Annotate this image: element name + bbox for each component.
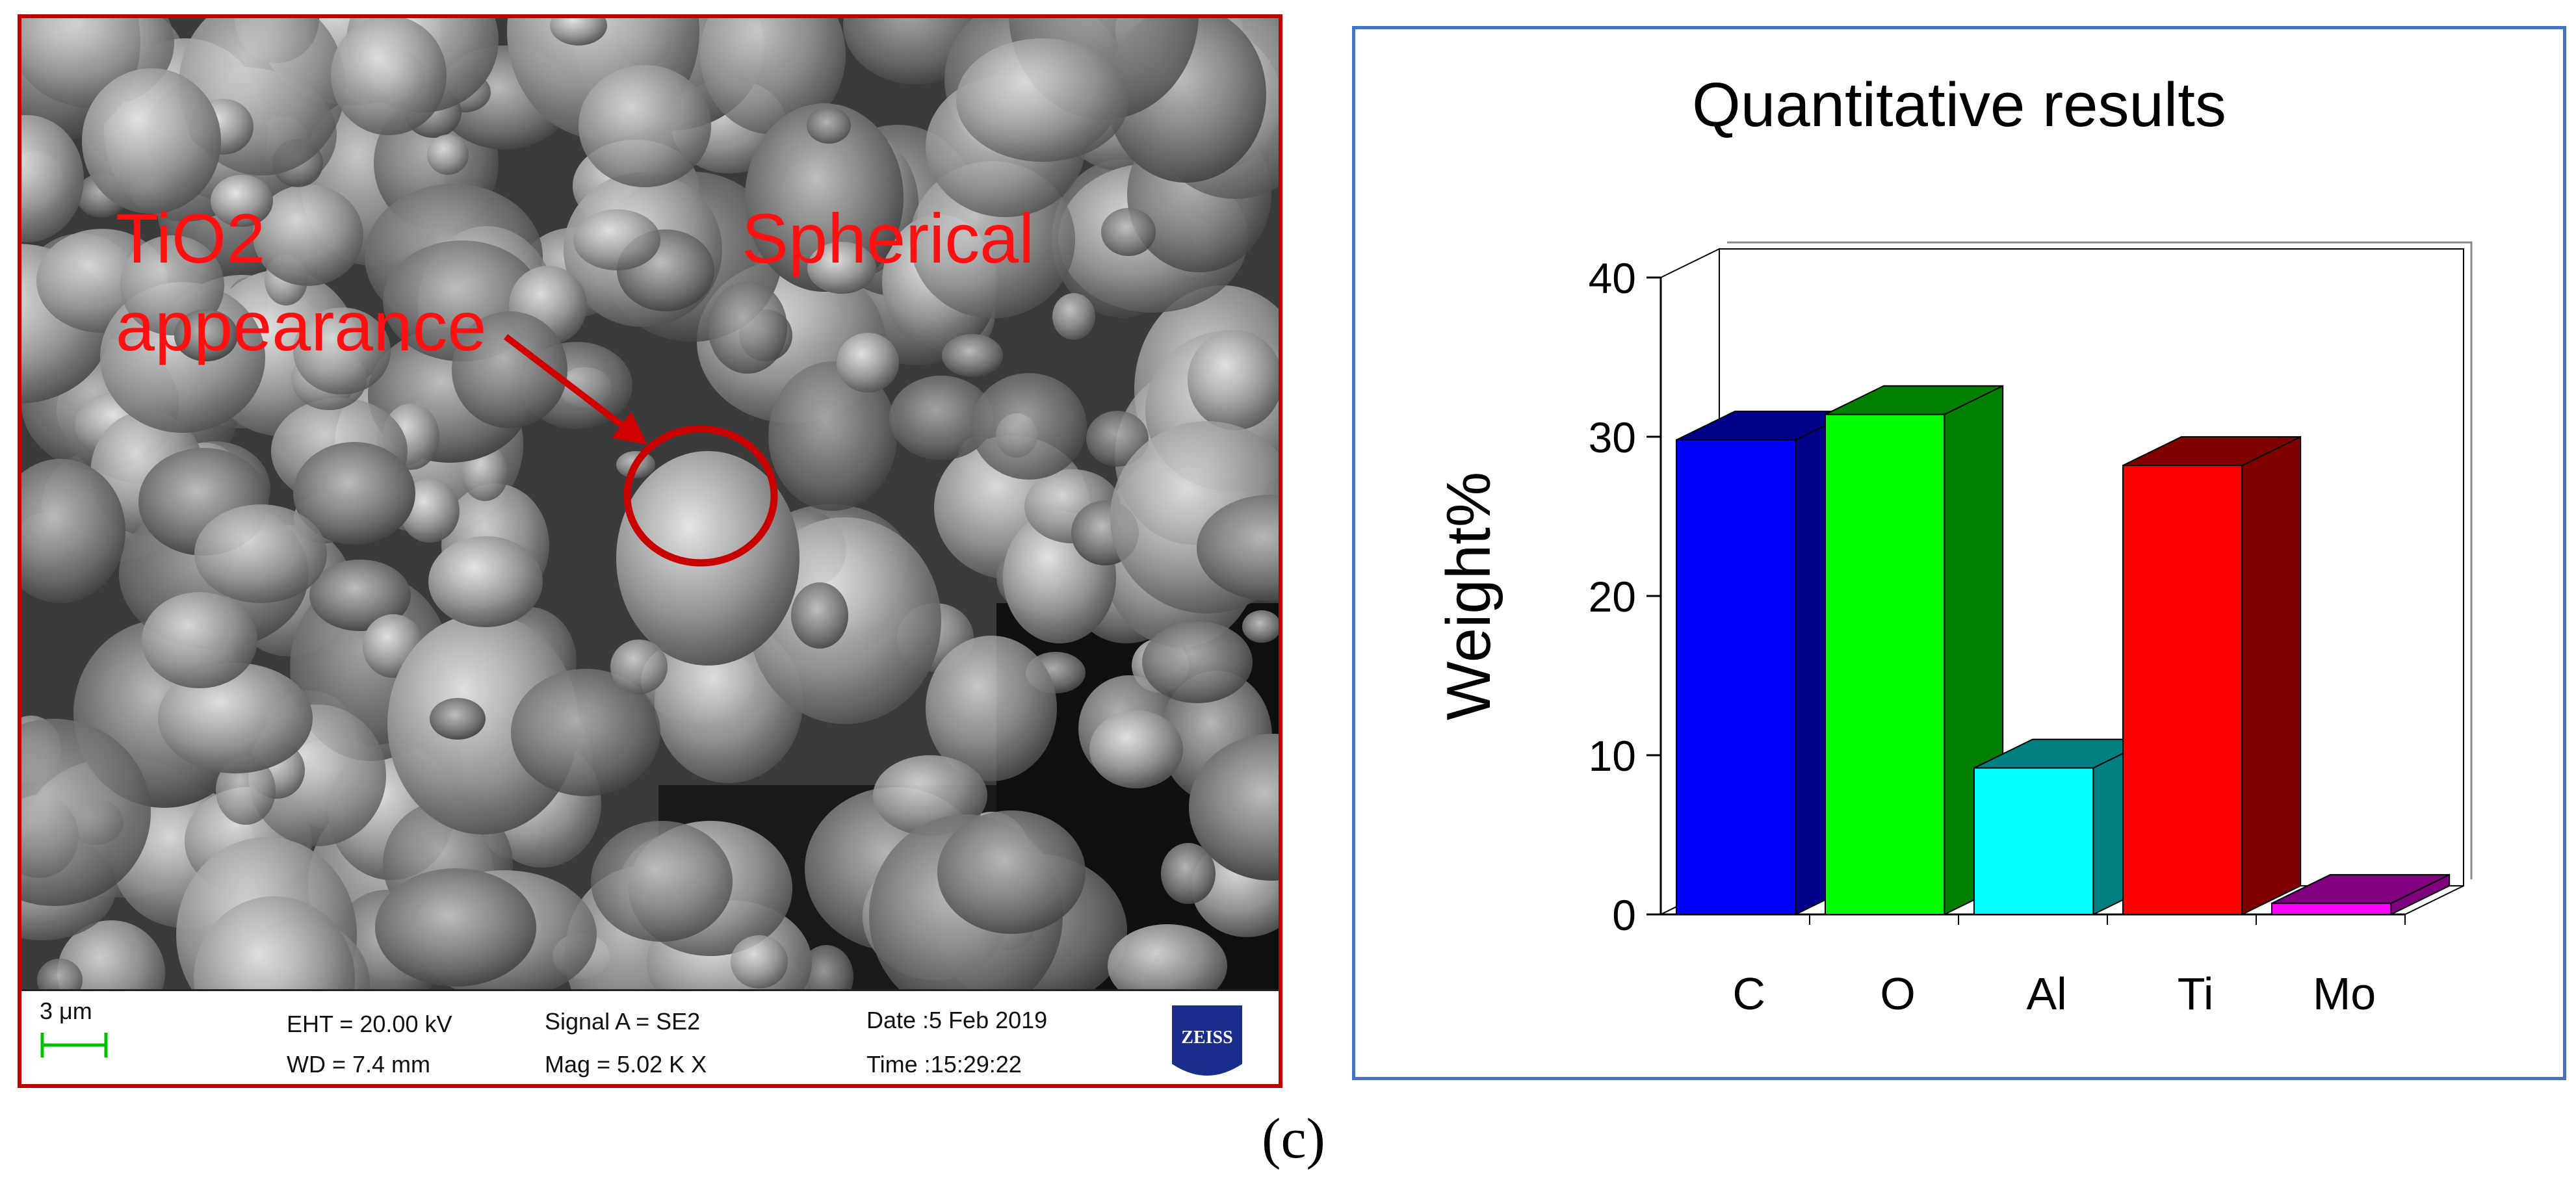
- sem-particle: [452, 311, 567, 428]
- sem-particle: [21, 459, 125, 603]
- annotation-arrow: [503, 334, 647, 445]
- sem-particle: [708, 281, 787, 374]
- sem-particle: [82, 68, 221, 214]
- sem-particle: [211, 175, 273, 227]
- sem-particle: [142, 592, 257, 688]
- sem-particle: [158, 663, 313, 773]
- sem-particle: [591, 821, 733, 942]
- sem-particle: [937, 810, 1086, 934]
- annotation-tio2: TiO2: [116, 199, 266, 278]
- sem-particle: [57, 920, 165, 989]
- sem-particle: [37, 959, 83, 989]
- sem-particle: [573, 209, 660, 270]
- sem-particle: [293, 442, 415, 545]
- bar-side-Ti: [2241, 435, 2302, 916]
- sem-particle: [768, 361, 897, 511]
- sem-particle: [21, 719, 151, 906]
- sem-particle: [21, 115, 84, 242]
- sem-particle: [807, 107, 851, 144]
- y-tick-label: 0: [1612, 891, 1636, 939]
- scale-bar: [40, 1033, 108, 1057]
- sem-particle: [511, 669, 660, 796]
- sem-particle: [194, 896, 355, 989]
- date-readout: Date :5 Feb 2019: [866, 1007, 1048, 1033]
- sem-particle: [1189, 734, 1279, 881]
- y-axis-label: Weight%: [1434, 472, 1503, 720]
- sem-particle: [807, 242, 876, 294]
- mag-readout: Mag = 5.02 K X: [545, 1051, 707, 1078]
- sem-particle: [1089, 710, 1183, 788]
- sem-particle: [942, 334, 1003, 377]
- x-tick-label-Al: Al: [2026, 968, 2066, 1019]
- sem-particle: [1188, 330, 1279, 430]
- sem-particle: [427, 135, 469, 175]
- y-tick-label: 10: [1589, 732, 1636, 780]
- sem-particle: [971, 373, 1087, 480]
- sem-particle: [731, 935, 788, 989]
- sem-particle: [1242, 610, 1279, 643]
- sem-micrograph-panel: TiO2 appearance Spherical 3 μm EHT = 20.…: [18, 14, 1282, 1088]
- sem-particle: [309, 560, 411, 631]
- sem-particle: [375, 868, 536, 987]
- y-tick-label: 40: [1589, 254, 1636, 302]
- sem-particle: [550, 18, 607, 45]
- time-readout: Time :15:29:22: [866, 1051, 1022, 1078]
- sem-particle: [1161, 843, 1216, 904]
- sem-particle: [253, 185, 363, 286]
- annotation-appearance: appearance: [116, 287, 487, 365]
- sem-particle: [579, 65, 711, 187]
- scale-bar-label: 3 μm: [40, 998, 92, 1024]
- y-tick-label: 30: [1589, 413, 1636, 461]
- chart-title: Quantitative results: [1692, 70, 2226, 140]
- sem-particle: [791, 582, 848, 649]
- sem-particle: [1101, 208, 1156, 256]
- sem-particle: [430, 698, 486, 740]
- x-tick-label-Ti: Ti: [2178, 968, 2214, 1019]
- bar-Al: [1973, 767, 2094, 915]
- x-tick-label-O: O: [1880, 968, 1915, 1019]
- sem-particle: [174, 309, 238, 361]
- sem-particle: [1142, 621, 1253, 703]
- bar-Mo: [2271, 902, 2392, 915]
- sem-info-bar: 3 μm EHT = 20.00 kV WD = 7.4 mm Signal A…: [21, 989, 1279, 1084]
- sem-particle: [1086, 411, 1149, 467]
- sem-particle: [331, 18, 447, 135]
- sem-particle: [889, 376, 993, 460]
- sem-particle: [428, 536, 543, 627]
- sem-particle: [293, 307, 391, 394]
- panel-label: (c): [1262, 1107, 1325, 1171]
- sem-image: [21, 18, 1279, 989]
- sem-particle: [799, 945, 853, 989]
- zeiss-logo: ZEISS: [1172, 1005, 1242, 1076]
- zeiss-logo-text: ZEISS: [1181, 1028, 1232, 1048]
- x-tick-label-Mo: Mo: [2313, 968, 2376, 1019]
- sem-particle: [616, 451, 800, 666]
- bar-C: [1676, 439, 1797, 915]
- sem-particle: [926, 636, 1057, 781]
- bar-O: [1825, 413, 1945, 915]
- sem-particle: [837, 333, 899, 393]
- sem-particle: [1052, 293, 1095, 340]
- sem-particle: [1108, 924, 1227, 989]
- annotation-spherical: Spherical: [742, 199, 1035, 278]
- eht-readout: EHT = 20.00 kV: [287, 1011, 452, 1037]
- bar-chart: 0 10 20 30 40 Weight% C O Al Ti Mo: [1434, 241, 2473, 1019]
- wd-readout: WD = 7.4 mm: [287, 1051, 431, 1078]
- signal-readout: Signal A = SE2: [545, 1008, 701, 1035]
- chart-frame-shadow: [1727, 241, 2473, 879]
- chart-panel: Quantitative results 0 10 20 30 40 Weight% C O A…: [1352, 26, 2566, 1080]
- sem-particle: [194, 504, 327, 603]
- bar-Ti: [2122, 465, 2243, 915]
- y-tick-label: 20: [1589, 573, 1636, 621]
- sem-particle: [956, 38, 1129, 162]
- sem-particle: [610, 640, 668, 694]
- sem-particle: [745, 103, 904, 292]
- sem-particle: [1197, 495, 1279, 601]
- annotation-circle: [623, 425, 778, 567]
- x-tick-label-C: C: [1732, 968, 1765, 1019]
